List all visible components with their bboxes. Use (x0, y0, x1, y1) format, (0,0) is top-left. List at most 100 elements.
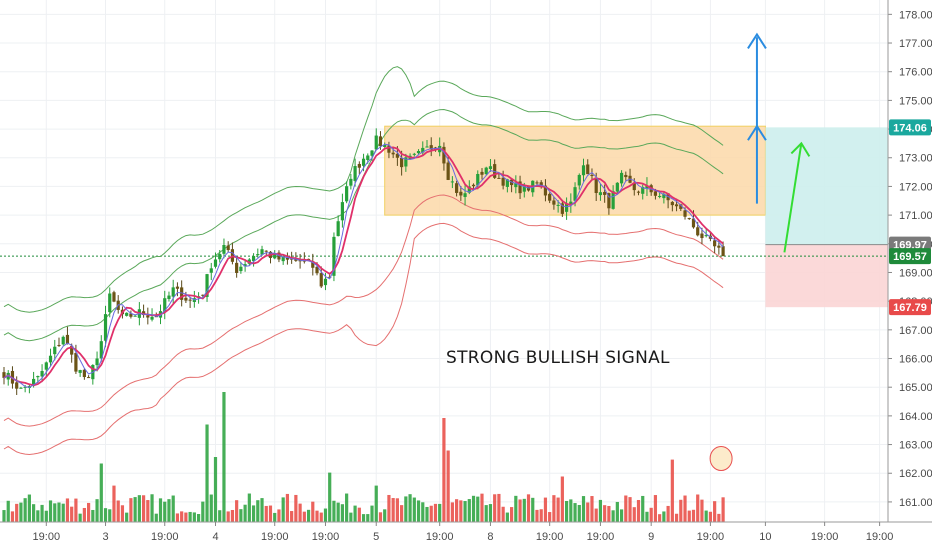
volume-bar (603, 505, 607, 522)
volume-bar (6, 500, 10, 522)
candle-body (484, 167, 488, 175)
x-tick-label: 19:00 (33, 531, 61, 543)
candle-body (146, 315, 150, 318)
y-tick-label: 177.00 (899, 38, 932, 50)
volume-bar (522, 498, 526, 522)
candle (569, 193, 573, 213)
volume-bar (721, 497, 725, 522)
candle (577, 173, 581, 190)
candle-body (383, 144, 387, 148)
candle-body (213, 259, 218, 267)
volume-bar (125, 512, 129, 522)
volume-bar (129, 498, 133, 522)
y-tick-label: 175.00 (899, 95, 932, 107)
volume-bar (61, 503, 65, 522)
volume-bar (340, 504, 344, 522)
x-tick-label: 19:00 (536, 531, 564, 543)
candle (471, 183, 476, 190)
candle-body (180, 287, 184, 300)
band-lower-inner (3, 194, 724, 427)
candle-body (19, 387, 23, 389)
candle-body (74, 353, 78, 372)
candle-body (366, 155, 370, 160)
volume-bar (230, 509, 235, 522)
candle-body (48, 355, 53, 363)
candle-body (717, 245, 721, 248)
volume-bar (192, 512, 196, 522)
candle-body (32, 378, 36, 386)
candle-body (442, 146, 446, 164)
candle-body (632, 183, 636, 191)
candle-body (535, 182, 539, 184)
volume-bar (658, 514, 662, 522)
candle-body (611, 191, 615, 209)
candle (345, 181, 349, 204)
price-tag-label: 174.06 (893, 122, 927, 134)
candle (167, 291, 171, 302)
candle (636, 190, 641, 196)
candle-body (548, 193, 552, 201)
x-tick-label: 19:00 (866, 531, 894, 543)
candle-body (53, 346, 57, 355)
volume-bar (425, 506, 429, 522)
volume-bar (569, 499, 573, 522)
volume-bar (260, 498, 264, 522)
candle-body (395, 153, 399, 158)
volume-bar (510, 507, 514, 522)
candle-body (615, 182, 619, 192)
candle (103, 305, 108, 348)
price-tag-bg (889, 119, 931, 136)
volume-bar (488, 504, 493, 522)
candle-body (577, 174, 581, 186)
candle (518, 175, 522, 200)
volume-bar (598, 499, 603, 522)
volume-bar (158, 498, 163, 522)
candle (82, 368, 86, 380)
candle (603, 184, 607, 203)
volume-bar (696, 494, 700, 522)
x-tick-label: 10 (759, 531, 771, 543)
candle-body (552, 200, 556, 205)
candle-body (391, 152, 395, 155)
candle-body (108, 293, 112, 313)
volume-bar (27, 494, 31, 522)
candle-body (416, 151, 421, 154)
volume-bar (670, 459, 674, 522)
volume-bar (226, 511, 230, 522)
time-axis[interactable]: 19:00 3 19:00 4 19:00 19:00 5 19:00 8 19:00 19:00 9… (0, 521, 932, 543)
candle (514, 175, 518, 194)
candle (556, 200, 560, 213)
volume-bar (459, 500, 463, 522)
candle (455, 180, 459, 197)
volume-bar (700, 499, 704, 522)
volume-bar (704, 510, 708, 522)
volume-bar (581, 496, 586, 522)
x-tick-label: 19:00 (312, 531, 340, 543)
volume-bar (624, 495, 628, 522)
candle-body (455, 183, 459, 193)
candle-body (518, 181, 522, 194)
candle-body (112, 292, 116, 302)
volume-bar (150, 494, 154, 522)
price-tag-bg (889, 248, 931, 265)
candle (323, 272, 328, 291)
volume-bar (268, 505, 273, 522)
volume-bar (40, 504, 44, 522)
volume-bar (180, 511, 184, 522)
candle-body (370, 150, 374, 156)
candle (421, 141, 425, 156)
candle-body (243, 264, 247, 267)
volume-bar (674, 513, 679, 522)
volume-bar (298, 503, 302, 522)
candle-body (184, 297, 188, 301)
volume-bar (687, 510, 691, 522)
candle (336, 215, 340, 237)
candle-body (260, 249, 264, 255)
candle (298, 253, 302, 269)
candle-body (256, 254, 260, 256)
candle (163, 290, 167, 320)
candle-body (36, 376, 40, 378)
candle-body (302, 260, 306, 262)
candle-body (201, 294, 205, 296)
